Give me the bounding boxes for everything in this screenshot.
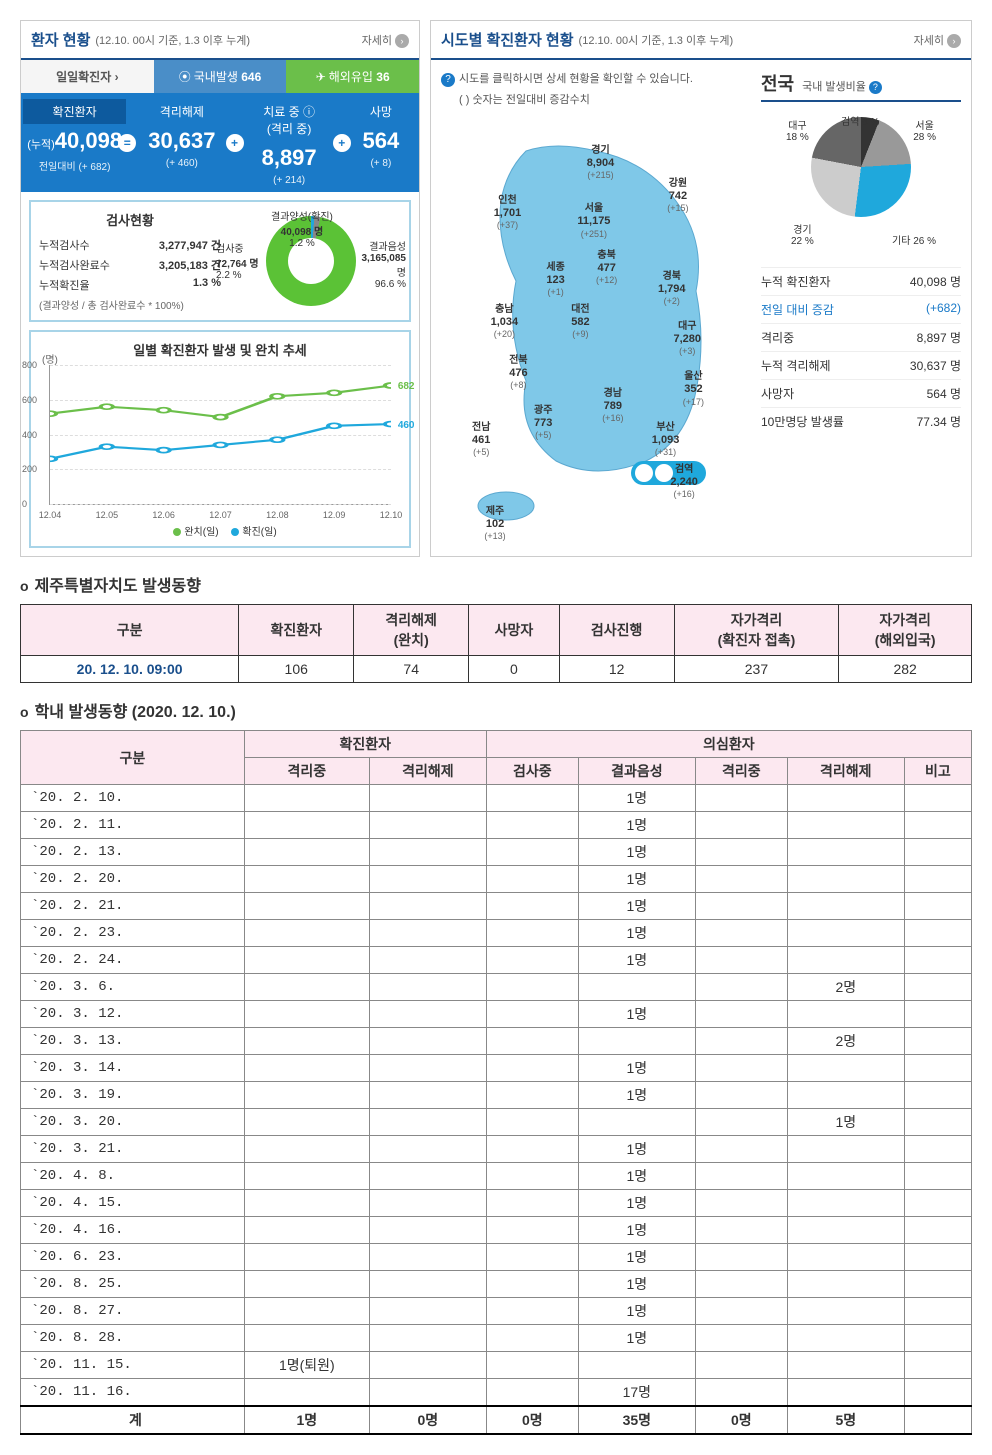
overseas-count: ✈해외유입 36 [286,60,419,93]
arrow-icon: › [947,34,961,48]
map-hint: ?시도를 클릭하시면 상세 현황을 확인할 수 있습니다. [441,70,751,87]
test-title: 검사현황 [39,210,221,229]
plus-icon: + [333,134,351,152]
region-label[interactable]: 부산1,093(+31) [652,422,680,458]
region-status-panel: 시도별 확진환자 현황 (12.10. 00시 기준, 1.3 이후 누계) 자… [430,20,972,557]
region-label[interactable]: 전북476(+8) [509,355,527,391]
stat-released: 격리해제 30,637 (+ 460) + [128,93,235,192]
arrow-icon: › [395,34,409,48]
plane-icon: ✈ [316,70,326,84]
equals-icon: = [118,134,136,152]
trend-title: 일별 확진환자 발생 및 완치 추세 [39,340,401,359]
donut-chart: 결과양성(확진)40,098 명1.2 % 검사중72,764 명2.2 % 결… [221,210,401,312]
pie-chart: 대구18 % 검역 6 % 서울28 % 경기22 % 기타 26 % [796,117,926,247]
info-icon: ? [441,73,455,87]
detail-link[interactable]: 자세히› [914,32,961,48]
region-label[interactable]: 검역2,240(+16) [670,464,698,500]
plus-icon: + [226,134,244,152]
jeju-section-title: o제주특별자치도 발생동향 [20,572,972,596]
info-icon[interactable]: ? [869,81,882,94]
region-label[interactable]: 울산352(+17) [683,371,704,407]
panel-title: 시도별 확진환자 현황 [441,29,574,50]
map-area[interactable]: ?시도를 클릭하시면 상세 현황을 확인할 수 있습니다. ( ) 숫자는 전일… [441,70,751,531]
patient-status-panel: 환자 현황 (12.10. 00시 기준, 1.3 이후 누계) 자세히› 일일… [20,20,420,557]
stat-row: 확진환자 (누적)40,098 전일대비 (+ 682) = 격리해제 30,6… [21,93,419,192]
stat-treating: 치료 중 ⓘ(격리 중) 8,897 (+ 214) + [236,93,343,192]
school-table: 구분확진환자의심환자 격리중격리해제검사중결과음성격리중격리해제비고 `20. … [20,730,972,1435]
region-label[interactable]: 전남461(+5) [472,422,490,458]
map-hint2: ( ) 숫자는 전일대비 증감수치 [441,91,751,107]
region-label[interactable]: 대구7,280(+3) [674,321,702,357]
test-status-box: 검사현황 누적검사수3,277,947 건누적검사완료수3,205,183 건누… [29,200,411,322]
region-label[interactable]: 제주102(+13) [484,506,505,542]
region-label[interactable]: 강원742(+15) [667,178,688,214]
region-label[interactable]: 광주773(+5) [534,405,552,441]
trend-chart: (명) 020040060080012.0412.0512.0612.0712.… [49,365,391,505]
trend-legend: 완치(일) 확진(일) [39,523,401,538]
nation-box: 전국 국내 발생비율 ? 대구18 % 검역 6 % 서울28 % 경기22 %… [761,70,961,531]
region-label[interactable]: 충남1,034(+20) [491,304,519,340]
domestic-count: ⦿국내발생 646 [154,60,287,93]
region-label[interactable]: 경기8,904(+215) [587,145,615,181]
region-label[interactable]: 대전582(+9) [571,304,589,340]
panel-title: 환자 현황 [31,29,90,50]
daily-label[interactable]: 일일확진자 › [21,60,154,93]
stat-death: 사망 564 (+ 8) [343,93,419,192]
detail-link[interactable]: 자세히› [362,32,409,48]
stat-confirmed: 확진환자 (누적)40,098 전일대비 (+ 682) = [21,93,128,192]
region-label[interactable]: 인천1,701(+37) [494,195,522,231]
region-label[interactable]: 충북477(+12) [596,250,617,286]
region-label[interactable]: 세종123(+1) [546,262,564,298]
nation-title: 전국 [761,70,794,96]
panel-subtitle: (12.10. 00시 기준, 1.3 이후 누계) [95,32,250,48]
pin-icon: ⦿ [179,68,191,85]
test-note: (결과양성 / 총 검사완료수 * 100%) [39,297,221,312]
nation-sub: 국내 발생비율 [802,78,866,94]
school-section-title: o학내 발생동향 (2020. 12. 10.) [20,698,972,722]
arrow-icon: › [115,70,119,84]
region-label[interactable]: 서울11,175(+251) [577,203,610,239]
region-label[interactable]: 경남789(+16) [602,388,623,424]
trend-box: 일별 확진환자 발생 및 완치 추세 (명) 020040060080012.0… [29,330,411,548]
region-label[interactable]: 경북1,794(+2) [658,271,686,307]
jeju-table: 구분확진환자격리해제(완치)사망자검사진행자가격리(확진자 접촉)자가격리(해외… [20,604,972,683]
panel-subtitle: (12.10. 00시 기준, 1.3 이후 누계) [579,32,734,48]
